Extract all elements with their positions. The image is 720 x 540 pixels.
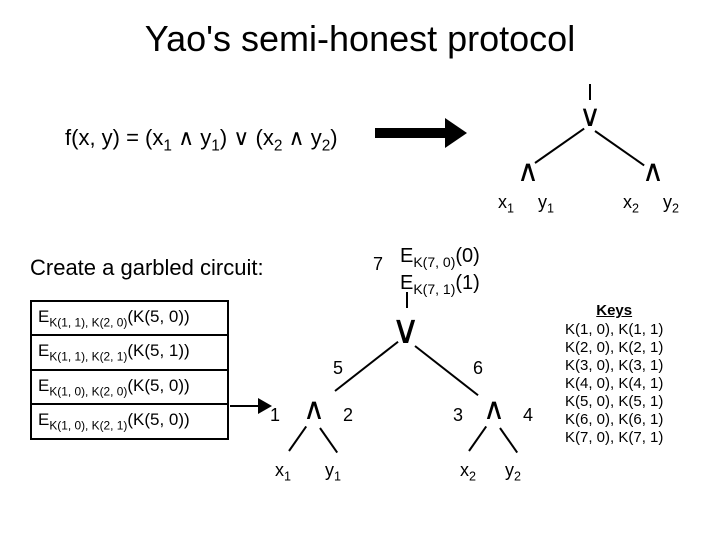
and-node-bl: ∧ (303, 395, 325, 425)
and-node-br: ∧ (483, 395, 505, 425)
and-node-tr: ∧ (642, 157, 664, 187)
key-4: K(4, 0), K(4, 1) (565, 375, 663, 392)
encryption-table: EK(1, 1), K(2, 0)(K(5, 0)) EK(1, 1), K(2… (30, 300, 229, 440)
keys-list: Keys K(1, 0), K(1, 1) K(2, 0), K(2, 1) K… (565, 302, 663, 447)
e0tail: (K(5, 0)) (127, 307, 189, 326)
x-lbl: x (498, 192, 507, 212)
formula-text: f(x, y) = (x (65, 125, 163, 150)
e2sub: K(1, 0), K(2, 0) (49, 384, 127, 398)
bl-x1-s: 1 (284, 470, 291, 484)
key-5: K(5, 0), K(5, 1) (565, 393, 663, 410)
key-3: K(3, 0), K(3, 1) (565, 357, 663, 374)
ek71-e: E (400, 272, 413, 294)
function-formula: f(x, y) = (x1 ∧ y1) ∨ (x2 ∧ y2) (65, 125, 338, 155)
ek70-sub: K(7, 0) (413, 254, 455, 270)
formula-mid2: ) ∨ (x (220, 125, 274, 150)
sub-1: 1 (163, 137, 172, 154)
formula-mid1: ∧ y (172, 125, 211, 150)
enc-row-1: EK(1, 1), K(2, 1)(K(5, 1)) (32, 336, 227, 370)
edge-blr (319, 427, 338, 453)
formula-end: ) (330, 125, 337, 150)
lbl-7: 7 (373, 254, 383, 275)
leaf-x2: x2 (623, 192, 639, 216)
edge-tl (534, 128, 584, 164)
edge-bll (288, 426, 307, 452)
root-stick (589, 84, 591, 100)
y-lbl: y (538, 192, 547, 212)
e2tail: (K(5, 0)) (127, 376, 189, 395)
bl-x1: x1 (275, 460, 291, 484)
key-7: K(7, 0), K(7, 1) (565, 429, 663, 446)
lbl-4: 4 (523, 405, 533, 426)
edge-tr (594, 130, 644, 166)
enc-row-3: EK(1, 0), K(2, 1)(K(5, 0)) (32, 405, 227, 437)
y2-sub: 2 (672, 202, 679, 216)
bl-y2-l: y (505, 460, 514, 480)
lbl-1: 1 (270, 405, 280, 426)
lbl-3: 3 (453, 405, 463, 426)
ek71: EK(7, 1)(1) (400, 272, 480, 297)
bl-x2-s: 2 (469, 470, 476, 484)
tree-top: ∨ ∧ ∧ x1 y1 x2 y2 (490, 102, 690, 212)
bl-y1: y1 (325, 460, 341, 484)
bl-x1-l: x (275, 460, 284, 480)
ek71-sub: K(7, 1) (413, 281, 455, 297)
ek70: EK(7, 0)(0) (400, 245, 480, 270)
key-1: K(1, 0), K(1, 1) (565, 321, 663, 338)
bl-y2: y2 (505, 460, 521, 484)
leaf-y1: y1 (538, 192, 554, 216)
edge-br (414, 345, 478, 396)
e0sub: K(1, 1), K(2, 0) (49, 315, 127, 329)
e0: E (38, 307, 49, 326)
slide-title: Yao's semi-honest protocol (0, 18, 720, 60)
edge-bl (334, 341, 398, 392)
sub-1b: 1 (211, 137, 220, 154)
bl-x2: x2 (460, 460, 476, 484)
enc-row-2: EK(1, 0), K(2, 0)(K(5, 0)) (32, 371, 227, 405)
lbl-2: 2 (343, 405, 353, 426)
lbl-5: 5 (333, 358, 343, 379)
bl-y1-l: y (325, 460, 334, 480)
bl-x2-l: x (460, 460, 469, 480)
e1: E (38, 341, 49, 360)
e1tail: (K(5, 1)) (127, 341, 189, 360)
bl-y2-s: 2 (514, 470, 521, 484)
and-node-tl: ∧ (517, 157, 539, 187)
e3sub: K(1, 0), K(2, 1) (49, 419, 127, 433)
e3tail: (K(5, 0)) (127, 410, 189, 429)
bl-y1-s: 1 (334, 470, 341, 484)
leaf-x1: x1 (498, 192, 514, 216)
ek70-tail: (0) (455, 245, 479, 267)
key-2: K(2, 0), K(2, 1) (565, 339, 663, 356)
formula-mid3: ∧ y (282, 125, 321, 150)
e2: E (38, 376, 49, 395)
e1sub: K(1, 1), K(2, 1) (49, 350, 127, 364)
leaf-y2: y2 (663, 192, 679, 216)
x2-lbl: x (623, 192, 632, 212)
y2-lbl: y (663, 192, 672, 212)
ek-lines: EK(7, 0)(0) EK(7, 1)(1) (400, 245, 480, 299)
create-text: Create a garbled circuit: (30, 255, 264, 281)
lbl-6: 6 (473, 358, 483, 379)
keys-header: Keys (565, 302, 663, 319)
key-6: K(6, 0), K(6, 1) (565, 411, 663, 428)
edge-brl (468, 426, 487, 452)
x1-sub: 1 (507, 202, 514, 216)
edge-brr (499, 427, 518, 453)
thin-arrow (230, 405, 258, 407)
ek70-e: E (400, 245, 413, 267)
tree-bottom: 7 ∨ 5 6 ∧ ∧ 1 2 3 4 x1 y1 x2 y2 (265, 310, 555, 510)
sub-2b: 2 (322, 137, 331, 154)
e3: E (38, 410, 49, 429)
enc-row-0: EK(1, 1), K(2, 0)(K(5, 0)) (32, 302, 227, 336)
x2-sub: 2 (632, 202, 639, 216)
y1-sub: 1 (547, 202, 554, 216)
root-stick-bot (406, 292, 408, 308)
ek71-tail: (1) (455, 272, 479, 294)
big-arrow-top (375, 128, 445, 138)
